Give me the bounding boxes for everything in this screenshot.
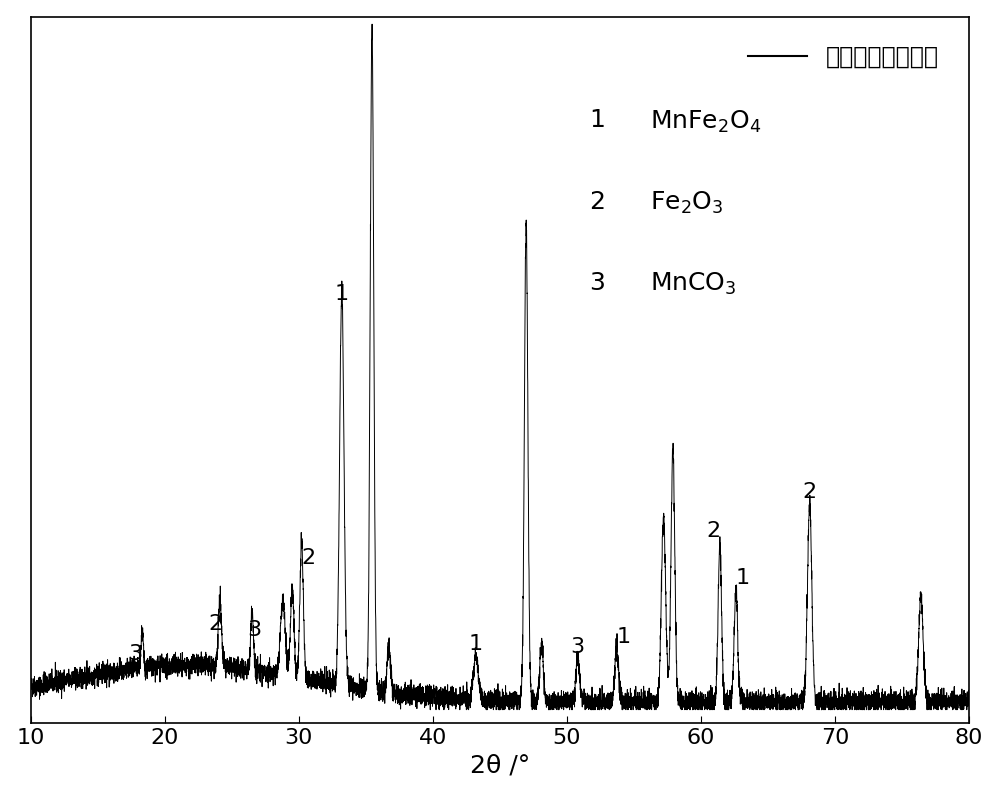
Text: MnFe$_2$O$_4$: MnFe$_2$O$_4$ (650, 109, 761, 135)
Text: 3: 3 (571, 637, 585, 657)
Text: Fe$_2$O$_3$: Fe$_2$O$_3$ (650, 190, 724, 216)
Text: 2: 2 (209, 614, 223, 634)
Text: 1: 1 (736, 568, 750, 588)
Text: 3: 3 (248, 620, 262, 641)
Text: 2: 2 (301, 548, 315, 568)
Text: 2: 2 (706, 522, 720, 542)
Text: 2: 2 (803, 482, 817, 502)
Legend: 锄掺杂磁性炭材料: 锄掺杂磁性炭材料 (738, 36, 948, 79)
Text: 1: 1 (335, 283, 349, 304)
Text: 3: 3 (589, 271, 605, 295)
Text: 3: 3 (128, 643, 142, 664)
Text: 1: 1 (589, 109, 605, 133)
Text: MnCO$_3$: MnCO$_3$ (650, 271, 737, 297)
Text: 2: 2 (589, 190, 605, 214)
Text: 1: 1 (616, 627, 630, 647)
Text: 1: 1 (469, 634, 483, 653)
X-axis label: 2θ /°: 2θ /° (470, 754, 530, 777)
